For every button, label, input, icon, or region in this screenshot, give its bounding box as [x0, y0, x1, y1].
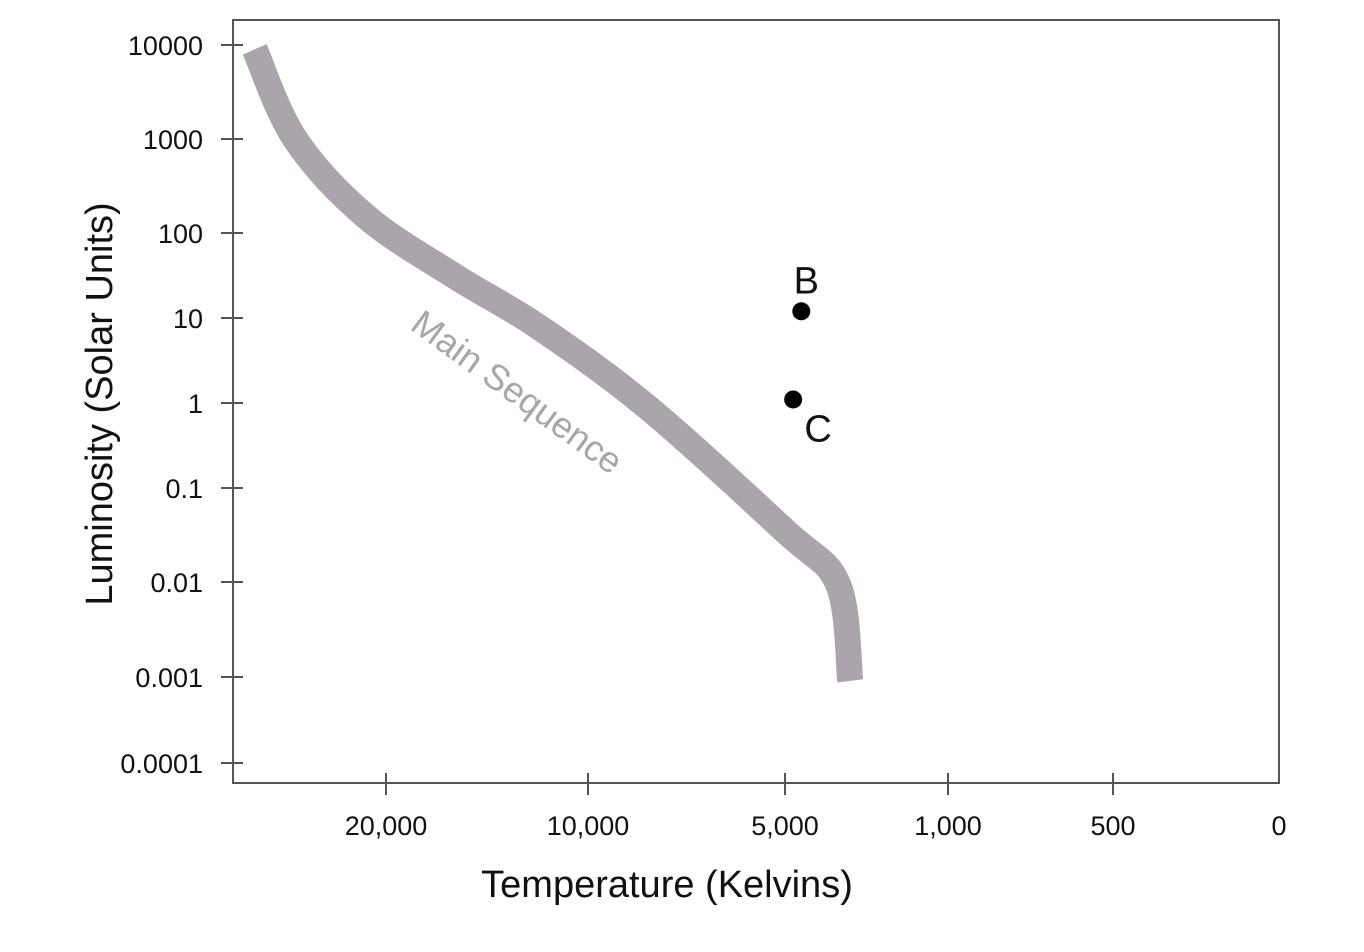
x-tick-label: 1,000 [914, 811, 982, 841]
plot-frame [232, 19, 1280, 784]
x-tick-label: 10,000 [547, 811, 630, 841]
y-tick-label: 10000 [128, 31, 203, 61]
star-point-b [792, 302, 811, 321]
star-label-b: B [794, 260, 819, 302]
x-axis: 20,000 10,000 5,000 1,000 500 0 [345, 773, 1287, 841]
y-tick-label: 10 [173, 304, 203, 334]
y-tick-label: 0.1 [165, 474, 203, 504]
main-sequence-label: Main Sequence [404, 302, 630, 482]
y-tick-label: 100 [158, 219, 203, 249]
x-axis-title: Temperature (Kelvins) [481, 864, 853, 906]
y-axis: 10000 1000 100 10 1 0.1 0.01 0.001 0.0001 [120, 31, 243, 779]
y-tick-label: 1 [188, 389, 203, 419]
y-tick-label: 1000 [143, 125, 203, 155]
x-tick-label: 500 [1090, 811, 1135, 841]
x-tick-label: 0 [1271, 811, 1286, 841]
star-label-c: C [804, 408, 831, 450]
y-tick-label: 0.0001 [120, 749, 203, 779]
y-tick-label: 0.01 [150, 568, 203, 598]
data-points: BC [784, 260, 832, 450]
main-sequence-band [242, 44, 864, 683]
star-point-c [784, 390, 803, 409]
y-tick-label: 0.001 [135, 663, 203, 693]
x-tick-label: 5,000 [751, 811, 819, 841]
x-tick-label: 20,000 [345, 811, 428, 841]
y-axis-title: Luminosity (Solar Units) [79, 202, 121, 605]
